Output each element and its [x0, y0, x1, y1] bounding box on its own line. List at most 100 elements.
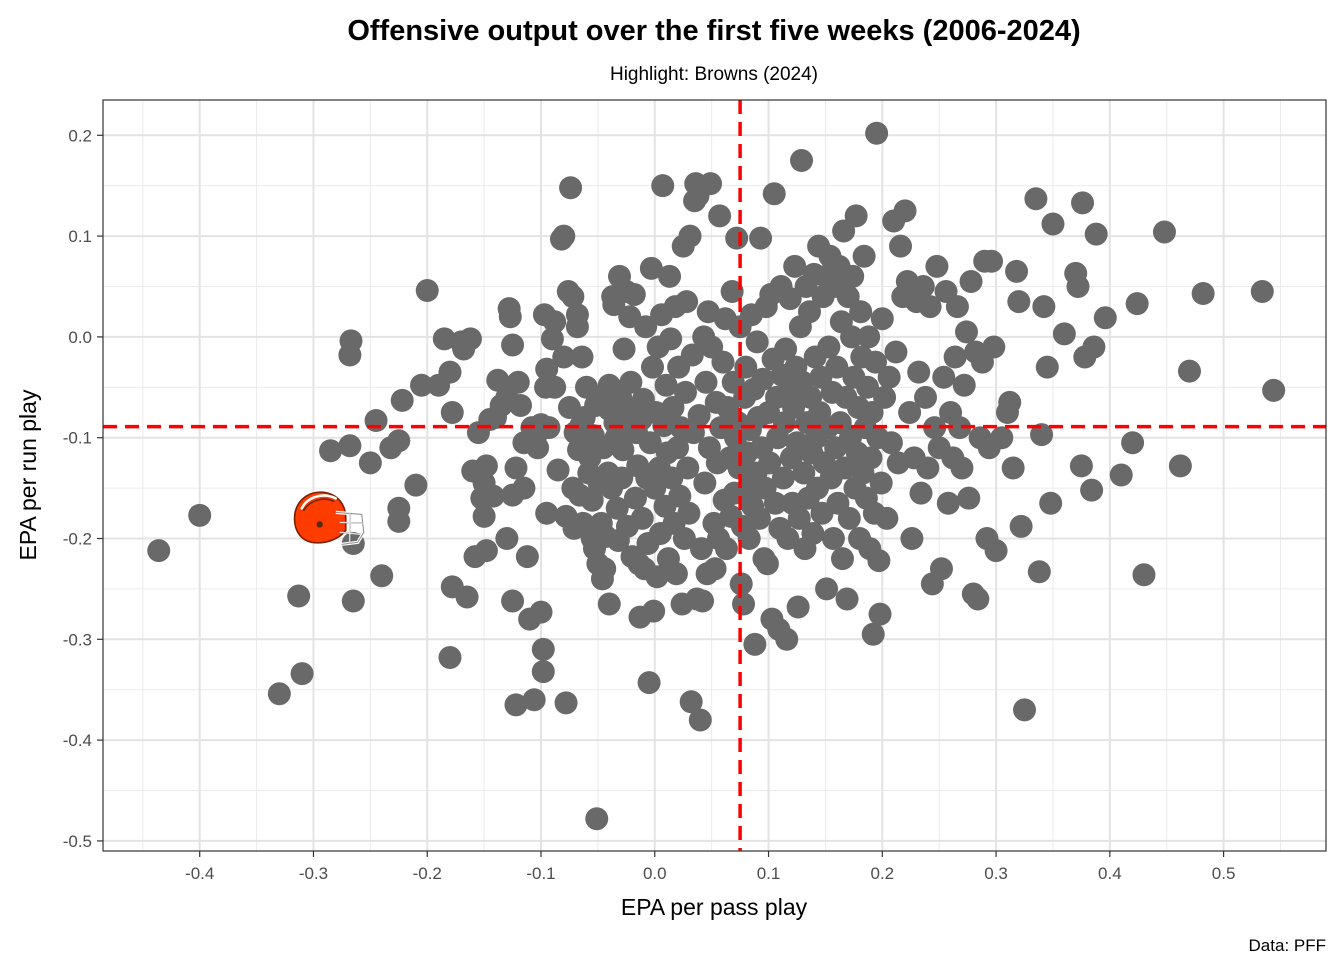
y-tick-label: 0.2 [68, 126, 92, 145]
data-point [932, 365, 956, 389]
data-point [1082, 335, 1106, 359]
data-point [1013, 698, 1037, 722]
data-point [841, 264, 865, 288]
reference-lines [103, 100, 1326, 851]
data-point [776, 527, 800, 551]
data-point [911, 274, 935, 298]
data-point [783, 254, 807, 278]
data-point [611, 438, 635, 462]
data-point [959, 269, 983, 293]
y-tick-label: 0.0 [68, 328, 92, 347]
data-point [486, 368, 510, 392]
data-point [559, 176, 583, 200]
data-point [1071, 191, 1095, 215]
data-point [664, 562, 688, 586]
data-point [415, 279, 439, 303]
data-point [672, 527, 696, 551]
data-point [290, 662, 314, 686]
data-point [923, 416, 947, 440]
data-point [797, 300, 821, 324]
data-point [509, 393, 533, 417]
data-point [1009, 514, 1033, 538]
data-point [1132, 563, 1156, 587]
data-point [552, 345, 576, 369]
data-point [998, 390, 1022, 414]
data-point [745, 330, 769, 354]
data-point [585, 807, 609, 831]
data-point [561, 285, 585, 309]
helmet-icon [293, 491, 366, 546]
data-point [458, 327, 482, 351]
data-point [732, 592, 756, 616]
data-point [758, 451, 782, 475]
data-point [1121, 431, 1145, 455]
helmet-stripe [300, 494, 337, 510]
data-point [889, 234, 913, 258]
data-point [565, 303, 589, 327]
data-point [755, 552, 779, 576]
x-tick-label: -0.1 [526, 864, 555, 883]
x-tick-label: 0.2 [870, 864, 894, 883]
data-point [1030, 423, 1054, 447]
data-point [775, 627, 799, 651]
data-point [370, 564, 394, 588]
helmet-stripe-dark [302, 498, 335, 512]
data-point [637, 671, 661, 695]
data-point [531, 637, 555, 661]
data-point [945, 295, 969, 319]
data-point [751, 367, 775, 391]
data-point [689, 537, 713, 561]
helmet-ear-hole [316, 521, 323, 528]
data-point [817, 335, 841, 359]
data-point [319, 439, 343, 463]
data-point [948, 416, 972, 440]
data-point [857, 325, 881, 349]
data-point [925, 254, 949, 278]
data-point [943, 345, 967, 369]
data-point [1250, 280, 1274, 304]
data-point [680, 343, 704, 367]
data-point [763, 491, 787, 515]
data-point [877, 365, 901, 389]
data-point [990, 426, 1014, 450]
data-point [612, 337, 636, 361]
data-point [679, 690, 703, 714]
y-tick-label: 0.1 [68, 227, 92, 246]
data-point [929, 557, 953, 581]
data-point [619, 370, 643, 394]
data-point [870, 307, 894, 331]
data-point [495, 527, 519, 551]
x-tick-label: 0.3 [984, 864, 1008, 883]
data-point [909, 481, 933, 505]
data-point [714, 537, 738, 561]
data-point [836, 285, 860, 309]
data-point [622, 283, 646, 307]
data-point [440, 400, 464, 424]
data-point [570, 345, 594, 369]
data-point [364, 409, 388, 433]
data-point [954, 320, 978, 344]
data-point [387, 509, 411, 533]
data-point [642, 599, 666, 623]
data-point [1080, 478, 1104, 502]
data-point [554, 691, 578, 715]
data-point [833, 456, 857, 480]
data-point [840, 325, 864, 349]
y-axis-title: EPA per run play [15, 389, 41, 560]
x-tick-label: 0.0 [643, 864, 667, 883]
data-point [546, 458, 570, 482]
data-point [708, 204, 732, 228]
data-point [529, 600, 553, 624]
data-point [907, 360, 931, 384]
data-point [605, 496, 629, 520]
data-point [387, 429, 411, 453]
data-point [918, 295, 942, 319]
data-point [936, 491, 960, 515]
data-point [893, 199, 917, 223]
data-point [790, 148, 814, 172]
data-point [358, 451, 382, 475]
data-point [916, 456, 940, 480]
highlight-marker [293, 491, 366, 546]
data-point [737, 527, 761, 551]
